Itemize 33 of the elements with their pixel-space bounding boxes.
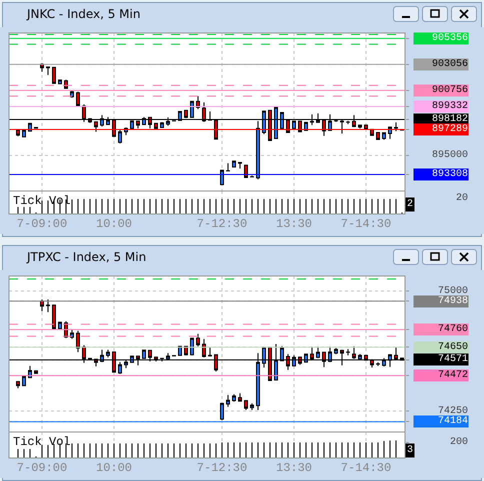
y-tick-label: 74571: [438, 354, 468, 365]
x-tick-label: 7-14:30: [340, 217, 392, 231]
y-tick-label: 74650: [438, 342, 468, 353]
y-tick-label: 905356: [432, 33, 468, 44]
x-tick-label: 13:30: [276, 217, 312, 231]
chart-title: JTPXC - Index, 5 Min: [27, 250, 146, 264]
y-tick-label: 897289: [432, 124, 468, 135]
y-tick-label: 74184: [438, 416, 468, 427]
x-tick-label: 13:30: [276, 461, 312, 475]
y-tick-label: 899332: [432, 101, 468, 112]
x-tick-label: 7-14:30: [340, 461, 392, 475]
x-tick-label: 10:00: [96, 461, 132, 475]
y2-tick-label: 20: [456, 193, 468, 204]
x-tick-label: 7-09:00: [16, 217, 68, 231]
y-tick-label: 903056: [432, 59, 468, 70]
y-tick-label: 74938: [438, 296, 468, 307]
y-tick-label: 893308: [432, 169, 468, 180]
data-label: 2: [407, 199, 414, 210]
x-tick-label: 7-12:30: [196, 461, 248, 475]
x-tick-label: 7-12:30: [196, 217, 248, 231]
x-tick-label: 10:00: [96, 217, 132, 231]
y2-tick-label: 200: [450, 437, 468, 448]
y-tick-label: 900756: [432, 85, 468, 96]
y-tick-label: 895000: [432, 150, 468, 161]
y-tick-label: 898182: [432, 114, 468, 125]
y-tick-label: 74250: [438, 406, 468, 417]
y-tick-label: 74472: [438, 370, 468, 381]
y-tick-label: 75000: [438, 286, 468, 297]
y-tick-label: 74760: [438, 324, 468, 335]
text: Tick Vol: [13, 435, 71, 449]
chart-title: JNKC - Index, 5 Min: [27, 7, 140, 21]
data-label: 3: [407, 445, 414, 456]
x-tick-label: 7-09:00: [16, 461, 68, 475]
